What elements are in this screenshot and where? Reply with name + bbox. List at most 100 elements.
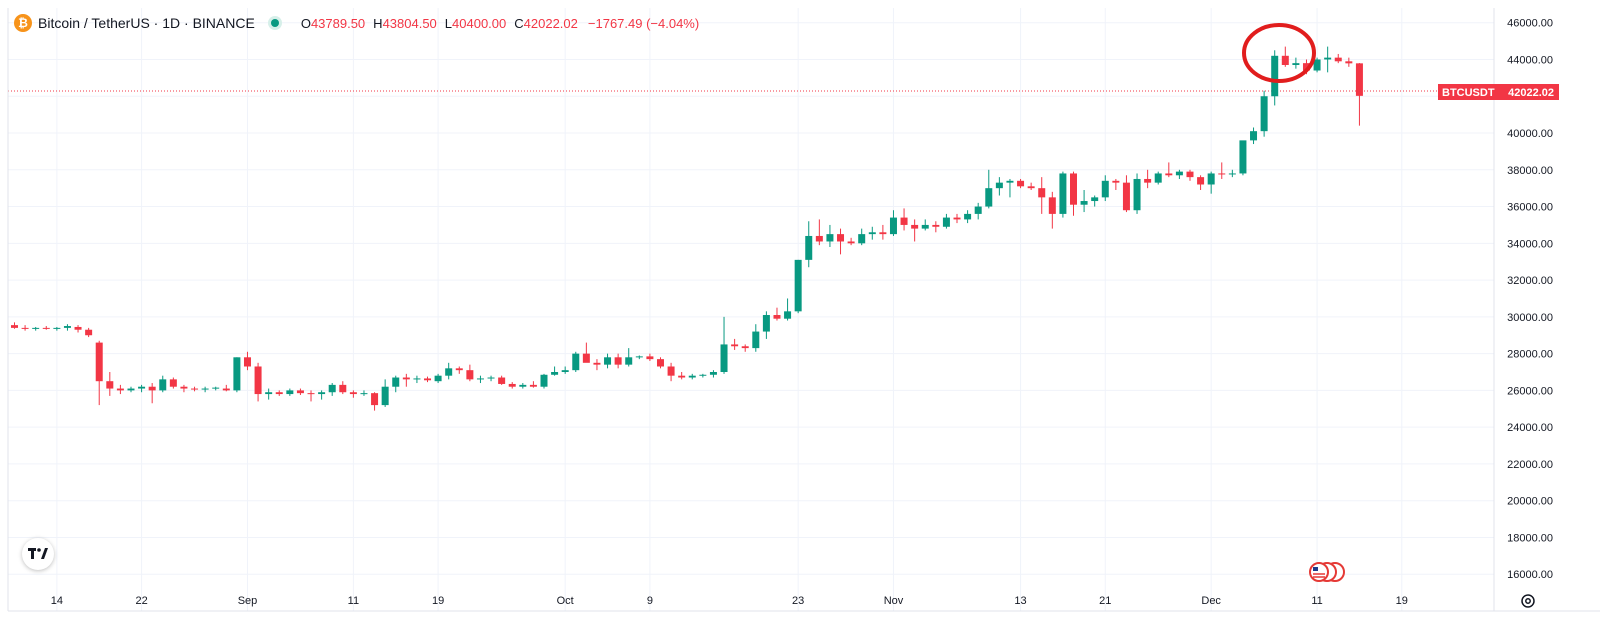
candle-body [180, 386, 188, 389]
candle-down [837, 228, 845, 255]
candle-down [1070, 171, 1077, 216]
candle-body [424, 378, 432, 381]
candle-down [275, 390, 283, 396]
candle-body [752, 331, 760, 349]
candle-body [371, 393, 379, 406]
candle-up [561, 366, 569, 374]
candle-body [402, 377, 410, 380]
candle-body [731, 344, 739, 347]
candle-body [1250, 131, 1258, 141]
candle-up [286, 388, 294, 396]
candle-body [1271, 55, 1279, 97]
candle-body [1345, 61, 1353, 64]
candle-down [1027, 182, 1035, 191]
candle-body [339, 384, 347, 393]
candle-body [1091, 197, 1099, 202]
candle-body [159, 379, 167, 391]
y-tick-label: 34000.00 [1507, 238, 1553, 250]
close-label: C [514, 15, 524, 31]
candle-body [1133, 178, 1141, 211]
candle-up [1175, 169, 1183, 179]
y-tick-label: 24000.00 [1507, 422, 1553, 434]
candle-body [593, 362, 601, 365]
symbol-title[interactable]: Bitcoin / TetherUS · 1D · BINANCE [38, 15, 255, 31]
candle-body [307, 393, 315, 395]
candle-down [1345, 57, 1353, 67]
x-tick-label: 13 [1014, 595, 1026, 607]
candle-down [498, 375, 506, 385]
candle-body [1165, 173, 1173, 176]
candle-down [296, 388, 304, 395]
candle-up [688, 373, 696, 380]
candle-body [614, 357, 622, 365]
candle-body [85, 329, 93, 336]
candle-body [254, 366, 262, 395]
candle-body [805, 235, 813, 260]
high-value: 43804.50 [382, 15, 437, 31]
tradingview-logo-icon[interactable] [22, 538, 54, 570]
time-axis[interactable]: 14 22 Sep 11 19 Oct 9 23 Nov 13 21 Dec 11 19 [51, 595, 1408, 607]
candle-down [1334, 53, 1342, 64]
candle-up [127, 386, 135, 393]
candle-up [159, 375, 167, 393]
candle-up [233, 357, 241, 393]
candle-up [858, 228, 866, 246]
candle-down [667, 362, 675, 382]
candle-body [42, 327, 50, 329]
candle-body [519, 384, 527, 387]
candle-body [1218, 173, 1226, 175]
candle-body [1197, 177, 1205, 185]
candle-body [762, 315, 770, 332]
candle-up [625, 348, 633, 367]
candle-up [921, 219, 929, 231]
candle-body [11, 325, 18, 328]
x-tick-label: 11 [348, 595, 359, 607]
candle-body [455, 368, 463, 371]
candle-body [773, 315, 781, 319]
candle-body [1112, 180, 1120, 183]
y-tick-label: 18000.00 [1507, 532, 1553, 544]
candle-down [21, 325, 29, 331]
candle-up [964, 210, 972, 224]
candle-down [879, 224, 887, 240]
candle-body [921, 224, 929, 229]
candle-body [1048, 197, 1056, 214]
candle-body [1334, 57, 1342, 62]
candle-down [815, 219, 823, 246]
x-tick-label: Sep [238, 595, 258, 607]
candle-body [476, 378, 484, 380]
x-tick-label: Dec [1201, 595, 1221, 607]
candle-body [551, 372, 559, 375]
candle-body [106, 381, 114, 389]
price-axis[interactable]: 46000.0044000.0042000.0040000.0038000.00… [1507, 18, 1553, 582]
candle-body [508, 383, 516, 387]
candle-down [424, 376, 432, 383]
candle-up [868, 226, 876, 240]
candle-body [1260, 96, 1268, 132]
x-tick-label: 21 [1099, 595, 1111, 607]
low-label: L [444, 15, 453, 31]
y-tick-label: 20000.00 [1507, 496, 1553, 508]
candle-body [678, 375, 686, 378]
candle-body [572, 353, 580, 371]
candle-body [1080, 201, 1088, 205]
gear-icon[interactable] [1519, 592, 1537, 610]
candle-down [148, 383, 156, 404]
candle-down [1017, 178, 1025, 189]
candle-body [138, 386, 146, 389]
candle-down [932, 221, 940, 233]
candle-down [169, 377, 177, 389]
candle-body [1239, 140, 1247, 174]
us-flag-icon[interactable] [1309, 562, 1345, 582]
candle-body [148, 386, 156, 391]
candle-body [413, 378, 421, 380]
x-tick-label: 23 [792, 595, 804, 607]
x-tick-label: 19 [432, 595, 444, 607]
y-tick-label: 28000.00 [1507, 349, 1553, 361]
candle-body [127, 388, 135, 391]
candle-up [212, 386, 220, 391]
candle-up [720, 316, 728, 374]
candle-body [1302, 63, 1310, 71]
